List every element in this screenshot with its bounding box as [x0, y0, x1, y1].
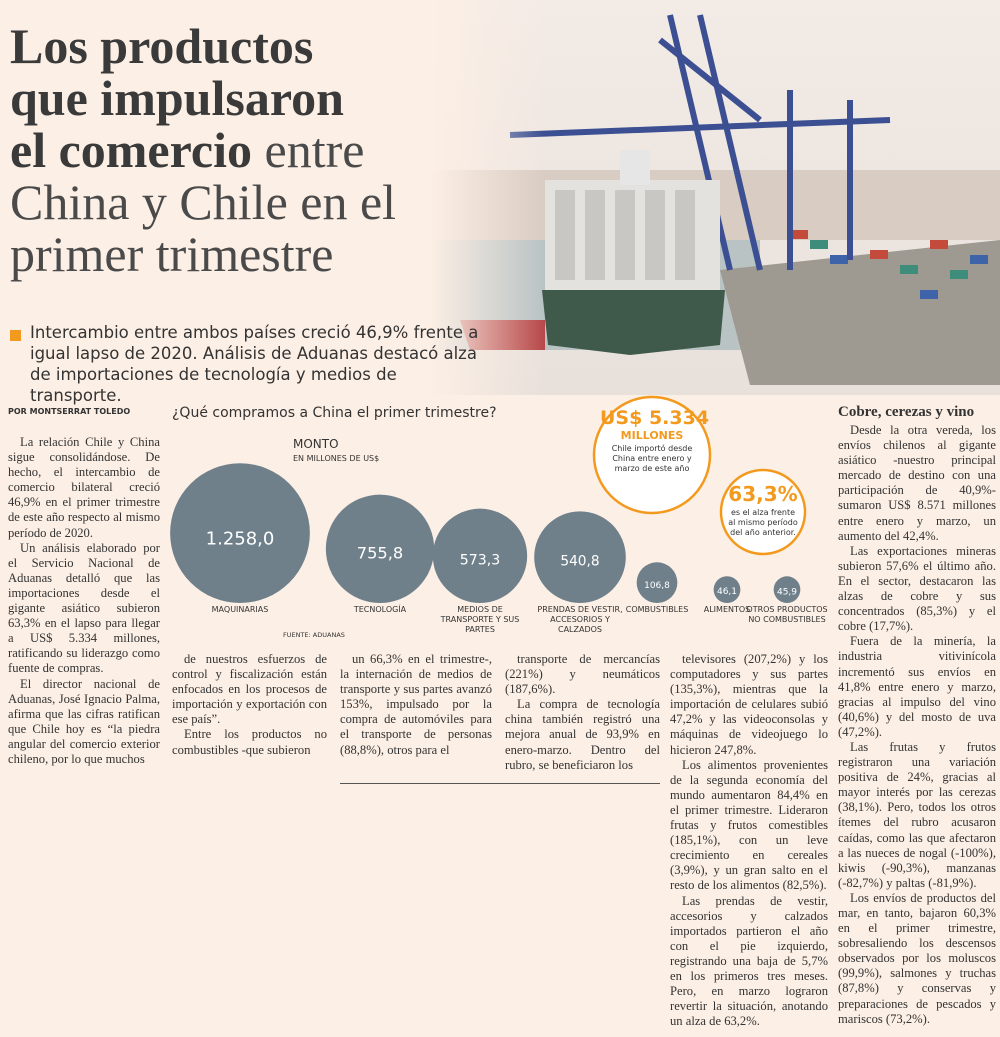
category-label: ALIMENTOS	[703, 605, 751, 614]
value-label: 573,3	[460, 552, 500, 568]
value-label: 106,8	[644, 581, 670, 591]
paragraph: de nuestros esfuerzos de control y fisca…	[172, 652, 327, 727]
paragraph: Desde la otra vereda, los envíos chileno…	[838, 423, 996, 543]
article-column: televisores (207,2%) y los computadores …	[670, 652, 828, 1029]
paragraph: Fuera de la minería, la industria vitivi…	[838, 634, 996, 739]
paragraph: La relación Chile y China sigue consolid…	[8, 435, 160, 540]
category-label: COMBUSTIBLES	[625, 605, 689, 614]
category-label: PRENDAS DE VESTIR, ACCESORIOS Y CALZADOS	[537, 605, 623, 634]
value-label: 1.258,0	[206, 529, 275, 550]
paragraph: Las exportaciones mineras subieron 57,6%…	[838, 543, 996, 634]
callout	[592, 395, 712, 515]
category-label: MAQUINARIAS	[211, 605, 269, 614]
value-label: 45,9	[777, 587, 797, 597]
paragraph: transporte de mercancías (221%) y neumát…	[505, 652, 660, 697]
category-label: MEDIOS DE TRANSPORTE Y SUS PARTES	[440, 605, 520, 634]
photo	[430, 0, 1000, 395]
paragraph: Un análisis elaborado por el Servicio Na…	[8, 540, 160, 676]
article-column: transporte de mercancías (221%) y neumát…	[505, 652, 660, 773]
rule	[340, 783, 660, 784]
callout-value: US$ 5.334	[600, 407, 710, 429]
bubble	[713, 576, 741, 603]
bubble	[534, 511, 626, 603]
callout-text: US$ 5.334 MILLONES Chile importó desde Chi…	[600, 407, 710, 474]
callout-value: 63,3%	[728, 482, 798, 506]
value-label: 540,8	[560, 554, 599, 570]
article-column: de nuestros esfuerzos de control y fisca…	[172, 652, 327, 758]
source: FUENTE: ADUANAS	[283, 631, 345, 639]
value-label: 46,1	[717, 587, 737, 597]
article-column: Desde la otra vereda, los envíos chileno…	[838, 423, 996, 1027]
callout-unit: MILLONES	[620, 429, 684, 442]
bubble	[170, 463, 310, 603]
subheading: Cobre, cerezas y vino	[838, 404, 975, 420]
chart-title: ¿Qué compramos a China el primer trimest…	[172, 405, 497, 421]
chart: 1.258,0 755,8 573,3 540,8 106,8 46,1 45,9	[170, 395, 807, 604]
callout	[719, 468, 807, 556]
bubble	[432, 508, 528, 603]
value-label: MONTO	[293, 437, 339, 451]
paragraph: un 66,3% en el trimestre-, la internació…	[340, 652, 492, 757]
paragraph: Los envíos de productos del mar, en tant…	[838, 890, 996, 1026]
value-label: 755,8	[357, 543, 403, 562]
callout-desc: Chile importó desde China entre enero y …	[611, 444, 693, 473]
byline: POR MONTSERRAT TOLEDO	[8, 407, 131, 416]
callout-text: 63,3% es el alza frente al mismo período …	[727, 482, 799, 538]
article-column: La relación Chile y China sigue consolid…	[8, 435, 160, 767]
paragraph: Los alimentos provenientes de la segunda…	[670, 757, 828, 893]
callout-desc: es el alza frente al mismo período del a…	[728, 508, 798, 537]
article-column: un 66,3% en el trimestre-, la internació…	[340, 652, 492, 758]
bullet	[10, 330, 21, 341]
unit-label: EN MILLONES DE US$	[293, 454, 380, 463]
title: Los productos que impulsaron el comercio e…	[10, 18, 397, 282]
category-label: OTROS PRODUCTOS NO COMBUSTIBLES	[746, 605, 828, 624]
bubble	[636, 562, 678, 604]
paragraph: televisores (207,2%) y los computadores …	[670, 652, 828, 757]
paragraph: El director nacional de Aduanas, José Ig…	[8, 676, 160, 766]
bubble	[325, 494, 435, 603]
paragraph: La compra de tecnología china también re…	[505, 697, 660, 772]
category-label: TECNOLOGÍA	[353, 605, 407, 614]
bubble	[773, 576, 801, 603]
deck: Intercambio entre ambos países creció 46…	[30, 323, 479, 405]
paragraph: Las prendas de vestir, accesorios y calz…	[670, 893, 828, 1029]
paragraph: Entre los productos no combustibles -que…	[172, 727, 327, 757]
paragraph: Las frutas y frutos registraron una vari…	[838, 739, 996, 890]
